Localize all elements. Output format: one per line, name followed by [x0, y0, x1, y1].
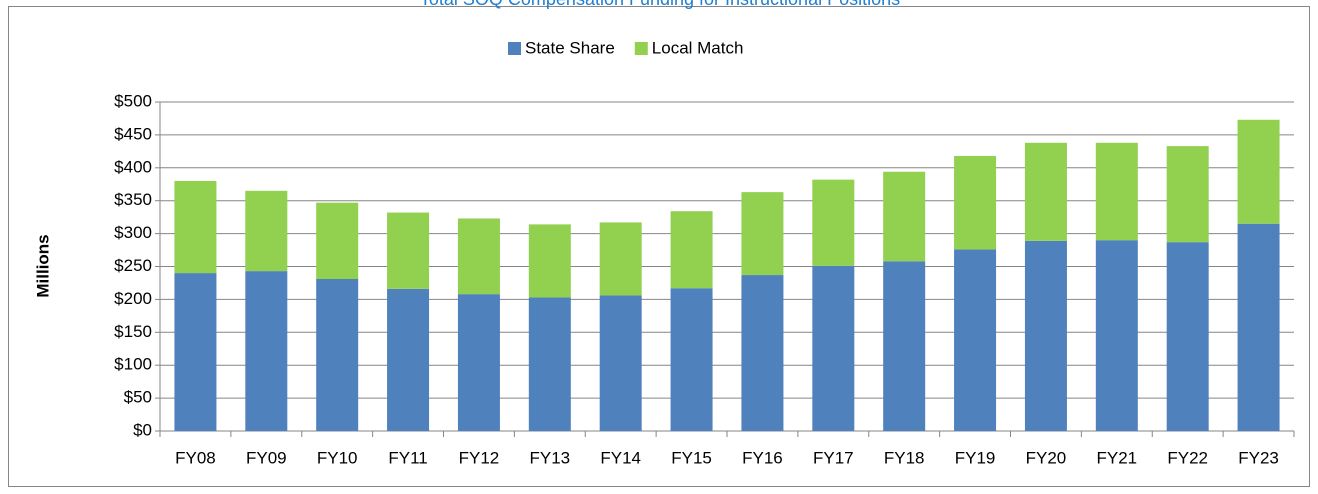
bar-segment [812, 179, 855, 266]
bar-segment [954, 249, 997, 431]
bar-segment [1237, 223, 1280, 431]
bar-segment [245, 190, 288, 272]
bar-segment [174, 273, 217, 431]
legend-swatch [634, 42, 648, 55]
legend-label: Local Match [652, 38, 744, 57]
legend-label: State Share [525, 38, 615, 57]
y-tick-label: $50 [124, 388, 152, 407]
bar-segment [670, 288, 713, 431]
bar-segment [528, 297, 571, 431]
bar-segment [457, 218, 500, 295]
x-tick-label: FY20 [1026, 448, 1067, 467]
bar-segment [1166, 146, 1209, 243]
chart-frame [8, 6, 1310, 487]
bar-segment [1024, 240, 1067, 431]
bar-segment [1024, 142, 1067, 241]
bar-segment [670, 211, 713, 289]
y-tick-label: $200 [114, 289, 152, 308]
bar-segment [812, 265, 855, 431]
y-tick-label: $100 [114, 355, 152, 374]
x-tick-label: FY09 [246, 448, 287, 467]
bar-segment [387, 288, 430, 431]
bar-segment [316, 202, 359, 280]
x-tick-label: FY21 [1096, 448, 1137, 467]
bar-segment [883, 171, 926, 262]
bar-segment [174, 180, 217, 274]
x-tick-label: FY14 [600, 448, 641, 467]
y-axis-label: Millions [33, 234, 52, 297]
x-tick-label: FY16 [742, 448, 783, 467]
bar-segment [599, 222, 642, 296]
x-tick-label: FY19 [955, 448, 996, 467]
y-tick-label: $500 [114, 91, 152, 110]
bar-segment [741, 192, 784, 276]
bar-segment [1237, 119, 1280, 224]
bar-segment [1095, 240, 1138, 431]
bar-segment [316, 279, 359, 431]
chart-title: Total SOQ Compensation Funding for Instr… [420, 0, 900, 9]
bar-segment [528, 224, 571, 298]
bar-segment [1166, 242, 1209, 431]
y-tick-label: $250 [114, 256, 152, 275]
bar-segment [457, 294, 500, 431]
y-tick-label: $450 [114, 124, 152, 143]
x-tick-label: FY17 [813, 448, 854, 467]
y-tick-label: $0 [133, 420, 152, 439]
y-tick-label: $150 [114, 322, 152, 341]
x-tick-label: FY22 [1167, 448, 1208, 467]
legend-swatch [508, 42, 521, 55]
y-tick-label: $400 [114, 157, 152, 176]
x-tick-label: FY11 [388, 448, 427, 467]
x-tick-label: FY13 [529, 448, 570, 467]
y-tick-label: $350 [114, 190, 152, 209]
x-tick-label: FY15 [671, 448, 712, 467]
y-tick-label: $300 [114, 223, 152, 242]
bar-segment [883, 261, 926, 431]
bar-segment [245, 271, 288, 431]
x-tick-label: FY12 [459, 448, 500, 467]
x-tick-label: FY23 [1238, 448, 1279, 467]
bar-segment [741, 275, 784, 431]
bar-segment [954, 155, 997, 250]
bar-segment [599, 295, 642, 431]
x-tick-label: FY08 [175, 448, 216, 467]
x-tick-label: FY18 [884, 448, 925, 467]
bar-segment [387, 212, 430, 289]
bar-segment [1095, 142, 1138, 241]
x-tick-label: FY10 [317, 448, 358, 467]
